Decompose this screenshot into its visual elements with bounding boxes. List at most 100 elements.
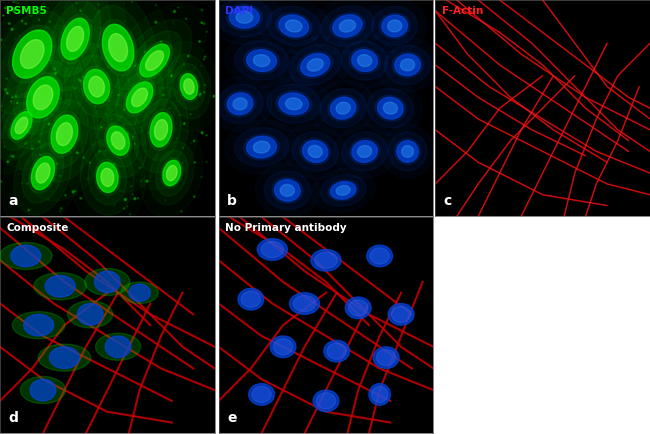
Ellipse shape [313,390,339,412]
Ellipse shape [111,64,112,65]
Ellipse shape [12,312,65,339]
Ellipse shape [101,168,114,187]
Ellipse shape [285,20,302,32]
Ellipse shape [141,99,181,161]
Ellipse shape [395,138,421,164]
Ellipse shape [285,98,302,110]
Ellipse shape [206,161,207,162]
Ellipse shape [12,30,52,78]
Ellipse shape [132,88,148,107]
Ellipse shape [1,105,2,106]
Ellipse shape [81,140,135,215]
Ellipse shape [293,296,316,312]
Ellipse shape [185,81,186,82]
Ellipse shape [5,89,6,91]
Ellipse shape [27,77,59,118]
Ellipse shape [118,94,120,96]
Ellipse shape [23,314,54,336]
Ellipse shape [89,76,105,97]
Ellipse shape [98,3,99,5]
Ellipse shape [311,250,341,271]
Ellipse shape [62,145,64,146]
Text: DAPI: DAPI [225,7,254,16]
Ellipse shape [109,33,127,62]
Ellipse shape [384,102,397,114]
Ellipse shape [98,114,138,167]
Ellipse shape [97,162,118,193]
Ellipse shape [236,11,253,23]
Ellipse shape [199,41,200,42]
Ellipse shape [369,384,391,405]
Ellipse shape [279,93,309,115]
Ellipse shape [233,98,247,110]
Ellipse shape [148,109,174,151]
Ellipse shape [132,2,133,3]
Ellipse shape [11,245,41,267]
Ellipse shape [132,136,133,137]
Ellipse shape [48,59,50,61]
Ellipse shape [252,386,271,402]
Ellipse shape [388,132,427,171]
Ellipse shape [45,276,75,297]
Ellipse shape [80,197,82,199]
Ellipse shape [330,97,356,119]
Ellipse shape [117,61,119,62]
Ellipse shape [333,15,362,37]
Ellipse shape [328,180,359,201]
Text: b: b [227,194,237,208]
Ellipse shape [175,160,176,161]
Ellipse shape [58,14,92,64]
Ellipse shape [225,91,255,117]
Ellipse shape [388,303,414,325]
Ellipse shape [227,93,253,115]
Ellipse shape [190,79,192,81]
Ellipse shape [146,180,148,182]
Ellipse shape [201,132,203,134]
Ellipse shape [400,59,415,71]
Ellipse shape [292,132,338,171]
Ellipse shape [55,72,57,75]
Ellipse shape [276,91,312,117]
Ellipse shape [6,92,8,94]
Ellipse shape [167,54,211,119]
Ellipse shape [1,181,2,182]
Ellipse shape [397,141,419,162]
Ellipse shape [378,97,403,119]
Ellipse shape [372,7,418,46]
Ellipse shape [367,89,413,128]
Ellipse shape [109,167,110,168]
Ellipse shape [244,48,280,74]
Ellipse shape [81,66,112,107]
Ellipse shape [20,377,66,404]
Ellipse shape [170,157,172,158]
Ellipse shape [201,22,202,23]
Ellipse shape [111,132,125,149]
Ellipse shape [132,100,134,102]
Ellipse shape [49,21,51,22]
Ellipse shape [170,75,172,76]
Ellipse shape [246,136,276,158]
Ellipse shape [22,143,64,203]
Ellipse shape [179,71,200,102]
Ellipse shape [352,49,378,72]
Ellipse shape [25,116,26,117]
Ellipse shape [40,0,110,91]
Ellipse shape [203,92,205,93]
Ellipse shape [194,196,195,197]
Ellipse shape [217,84,263,123]
Ellipse shape [99,150,100,152]
Ellipse shape [352,141,378,162]
Ellipse shape [246,50,276,72]
Ellipse shape [48,123,50,125]
Ellipse shape [206,135,207,136]
Ellipse shape [155,119,168,140]
Ellipse shape [126,82,153,113]
Ellipse shape [185,18,187,20]
Ellipse shape [94,159,120,196]
Ellipse shape [324,340,350,362]
Ellipse shape [280,184,294,196]
Ellipse shape [12,97,13,98]
Ellipse shape [200,65,202,66]
Ellipse shape [14,132,72,215]
Text: a: a [8,194,18,208]
